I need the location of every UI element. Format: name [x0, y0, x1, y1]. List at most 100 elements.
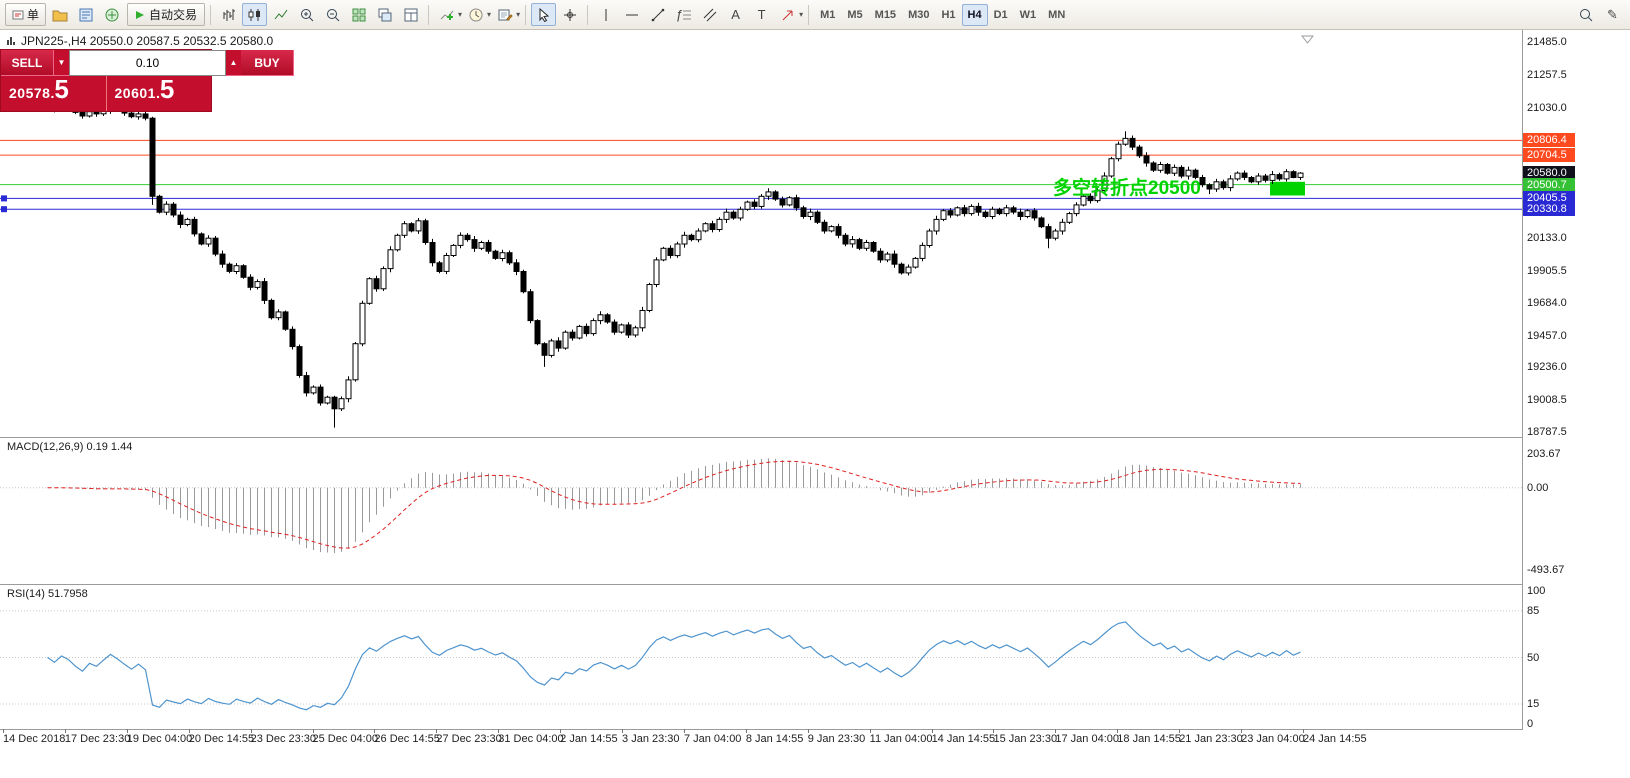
edit-pencil-icon[interactable]: ✎	[1600, 3, 1625, 26]
sell-price-dot: .	[50, 85, 55, 101]
timeframe-d1[interactable]: D1	[993, 8, 1008, 21]
time-tick	[312, 729, 314, 733]
rsi-axis-label: 0	[1527, 718, 1534, 730]
time-axis-label: 19 Dec 04:00	[126, 733, 193, 745]
price-axis-label: 19008.5	[1527, 394, 1567, 407]
buy-price-int: 20601	[114, 85, 156, 101]
macd-axis-label: 0.00	[1527, 481, 1549, 494]
time-tick	[188, 729, 190, 733]
price-axis-label: 20133.0	[1527, 231, 1567, 244]
arrange-windows-icon[interactable]	[398, 3, 423, 26]
periods-dropdown-icon[interactable]: ▾	[487, 10, 492, 19]
chart-title-text: JPN225-,H4 20550.0 20587.5 20532.5 20580…	[21, 34, 274, 48]
candlestick-chart-icon[interactable]	[242, 3, 268, 26]
timeframe-h1[interactable]: H1	[941, 8, 956, 21]
time-tick	[869, 729, 871, 733]
time-tick	[560, 729, 562, 733]
volume-input[interactable]	[69, 50, 226, 76]
time-tick	[64, 729, 66, 733]
timeframe-m5[interactable]: M5	[847, 8, 863, 21]
fibonacci-glyph: ƒ	[675, 7, 684, 22]
zoom-in-icon[interactable]	[294, 3, 319, 26]
time-tick	[993, 729, 995, 733]
rsi-indicator-label: RSI(14) 51.7958	[7, 588, 88, 600]
time-axis-label: 15 Jan 23:30	[993, 733, 1058, 745]
timeframe-h4[interactable]: H4	[961, 3, 988, 26]
market-watch-icon[interactable]	[73, 3, 98, 26]
vertical-line-icon[interactable]	[593, 3, 618, 26]
sell-price[interactable]: 20578. 5	[1, 76, 106, 111]
price-tag: 20500.7	[1523, 177, 1575, 192]
toolbar-right-group: ✎	[1573, 3, 1625, 26]
price-axis-label: 19684.0	[1527, 296, 1567, 309]
one-click-trading-panel: SELL ▼ ▲ BUY 20578.5 20601.5	[0, 49, 294, 112]
cascade-windows-icon[interactable]	[372, 3, 397, 26]
trendline-icon[interactable]	[645, 3, 670, 26]
chart-annotation-text[interactable]: 多空转折点20500	[1053, 178, 1201, 199]
line-chart-icon[interactable]	[268, 3, 293, 26]
pane-divider	[0, 729, 1522, 730]
price-axis-label: 19457.0	[1527, 329, 1567, 342]
tile-windows-icon[interactable]	[346, 3, 371, 26]
time-axis-label: 17 Jan 04:00	[1055, 733, 1119, 745]
new-order-button[interactable]: 单	[5, 3, 47, 26]
timeframe-mn[interactable]: MN	[1048, 8, 1066, 21]
timeframe-w1[interactable]: W1	[1019, 8, 1037, 21]
macd-indicator-label: MACD(12,26,9) 0.19 1.44	[7, 441, 133, 453]
auto-trading-button[interactable]: 自动交易	[127, 3, 206, 26]
navigator-icon[interactable]	[99, 3, 124, 26]
sell-button[interactable]: SELL	[1, 50, 54, 76]
fibonacci-icon[interactable]: ƒ	[671, 3, 696, 26]
profiles-icon[interactable]	[47, 3, 72, 26]
time-tick	[745, 729, 747, 733]
arrows-tool-icon[interactable]	[775, 3, 800, 26]
separator	[587, 4, 589, 25]
time-axis-label: 26 Dec 14:55	[374, 733, 440, 745]
bar-chart-icon[interactable]	[216, 3, 241, 26]
time-axis-label: 24 Jan 14:55	[1303, 733, 1367, 745]
templates-icon[interactable]	[492, 3, 517, 26]
templates-dropdown-icon[interactable]: ▾	[516, 10, 521, 19]
rsi-axis-label: 50	[1527, 651, 1540, 664]
macd-axis-label: -493.67	[1527, 563, 1565, 576]
horizontal-line-icon[interactable]	[619, 3, 644, 26]
volume-up-button[interactable]: ▲	[226, 50, 241, 76]
pane-divider[interactable]	[0, 584, 1522, 585]
time-axis-label: 23 Dec 23:30	[250, 733, 317, 745]
time-axis-label: 14 Dec 2018	[3, 733, 66, 745]
channel-icon[interactable]	[697, 3, 722, 26]
cursor-icon[interactable]	[531, 3, 557, 26]
text-tool-icon[interactable]: A	[723, 3, 748, 26]
buy-price-dot: .	[155, 85, 160, 101]
buy-price-pip: 5	[159, 74, 175, 104]
separator	[210, 4, 212, 25]
time-tick	[1303, 729, 1304, 733]
buy-button[interactable]: BUY	[241, 50, 294, 76]
price-tag: 20580.0	[1523, 166, 1575, 181]
pane-divider[interactable]	[0, 437, 1522, 438]
indicators-icon[interactable]	[434, 3, 459, 26]
rsi-plot[interactable]	[0, 585, 1522, 729]
macd-plot[interactable]	[0, 438, 1522, 584]
buy-price[interactable]: 20601. 5	[105, 74, 212, 111]
timeframe-m1[interactable]: M1	[820, 8, 836, 21]
play-icon	[136, 10, 145, 19]
timeframe-m30[interactable]: M30	[908, 8, 930, 21]
zoom-out-icon[interactable]	[320, 3, 345, 26]
arrows-dropdown-icon[interactable]: ▾	[799, 10, 804, 19]
price-tag: 20704.5	[1523, 148, 1575, 163]
periods-icon[interactable]	[463, 3, 488, 26]
chart-shift-marker[interactable]	[1300, 31, 1315, 49]
volume-down-button[interactable]: ▼	[54, 50, 69, 76]
search-icon[interactable]	[1573, 3, 1598, 26]
price-tag: 20405.5	[1523, 191, 1575, 206]
text-glyph: A	[731, 7, 740, 22]
crosshair-icon[interactable]	[557, 3, 582, 26]
time-axis[interactable]: 14 Dec 2018 17 Dec 23:30 19 Dec 04:00 20 De…	[0, 729, 1522, 749]
indicators-dropdown-icon[interactable]: ▾	[458, 10, 463, 19]
label-tool-icon[interactable]: T	[749, 3, 774, 26]
time-axis-label: 11 Jan 04:00	[869, 733, 933, 745]
main-chart-plot[interactable]	[0, 30, 1522, 437]
time-axis-label: 17 Dec 23:30	[64, 733, 131, 745]
timeframe-m15[interactable]: M15	[874, 8, 897, 21]
